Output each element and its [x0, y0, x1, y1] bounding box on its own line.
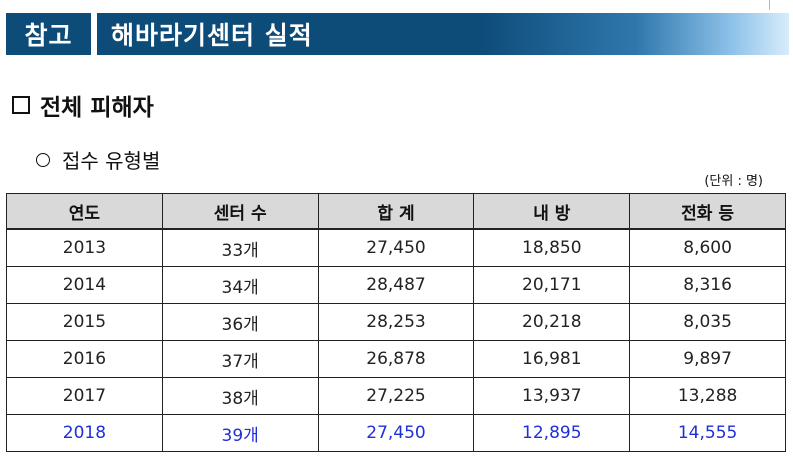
subsection-heading: 접수 유형별 [36, 145, 160, 174]
cell-total: 26,878 [317, 340, 475, 378]
section-heading: 전체 피해자 [12, 88, 154, 122]
cell-year: 2016 [6, 340, 163, 378]
header-banner: 참고 해바라기센터 실적 [6, 13, 789, 55]
unit-note: (단위 : 명) [704, 174, 763, 189]
table-row: 2017 38개 27,225 13,937 13,288 [6, 377, 786, 415]
table-row: 2014 34개 28,487 20,171 8,316 [6, 266, 786, 304]
cell-year: 2018 [6, 414, 163, 452]
cell-total: 27,450 [317, 228, 475, 267]
cell-visit: 13,937 [473, 377, 631, 415]
table-row: 2015 36개 28,253 20,218 8,035 [6, 303, 786, 341]
cell-visit: 16,981 [473, 340, 631, 378]
cell-year: 2017 [6, 377, 163, 415]
subsection-heading-text: 접수 유형별 [62, 149, 161, 173]
banner-divider [91, 13, 97, 55]
cell-year: 2015 [6, 303, 163, 341]
cell-visit: 12,895 [473, 414, 631, 452]
header-center-count: 센터 수 [161, 193, 319, 230]
cell-total: 28,487 [317, 266, 475, 304]
top-rule [0, 0, 770, 10]
reference-tag: 참고 [6, 13, 91, 55]
cell-phone: 8,035 [629, 303, 786, 341]
results-table: 연도 센터 수 합 계 내 방 전화 등 2013 33개 27,450 18,… [6, 193, 786, 452]
table-row: 2016 37개 26,878 16,981 9,897 [6, 340, 786, 378]
cell-phone: 9,897 [629, 340, 786, 378]
header-phone: 전화 등 [629, 193, 786, 230]
cell-total: 27,225 [317, 377, 475, 415]
header-total: 합 계 [317, 193, 475, 230]
table-row: 2013 33개 27,450 18,850 8,600 [6, 228, 786, 267]
cell-total: 28,253 [317, 303, 475, 341]
header-year: 연도 [6, 193, 163, 230]
cell-center-count: 37개 [161, 340, 319, 378]
cell-center-count: 36개 [161, 303, 319, 341]
cell-visit: 18,850 [473, 228, 631, 267]
cell-center-count: 33개 [161, 228, 319, 267]
cell-phone: 13,288 [629, 377, 786, 415]
cell-phone: 14,555 [629, 414, 786, 452]
cell-year: 2014 [6, 266, 163, 304]
cell-center-count: 34개 [161, 266, 319, 304]
cell-year: 2013 [6, 228, 163, 267]
table-row-highlighted: 2018 39개 27,450 12,895 14,555 [6, 414, 786, 452]
cell-center-count: 38개 [161, 377, 319, 415]
header-visit: 내 방 [473, 193, 631, 230]
cell-phone: 8,316 [629, 266, 786, 304]
table-header-row: 연도 센터 수 합 계 내 방 전화 등 [6, 193, 786, 230]
section-heading-text: 전체 피해자 [40, 95, 154, 121]
cell-visit: 20,218 [473, 303, 631, 341]
cell-visit: 20,171 [473, 266, 631, 304]
cell-total: 27,450 [317, 414, 475, 452]
cell-phone: 8,600 [629, 228, 786, 267]
cell-center-count: 39개 [161, 414, 319, 452]
square-bullet-icon [12, 96, 30, 114]
banner-title: 해바라기센터 실적 [97, 13, 789, 55]
circle-bullet-icon [36, 152, 50, 167]
